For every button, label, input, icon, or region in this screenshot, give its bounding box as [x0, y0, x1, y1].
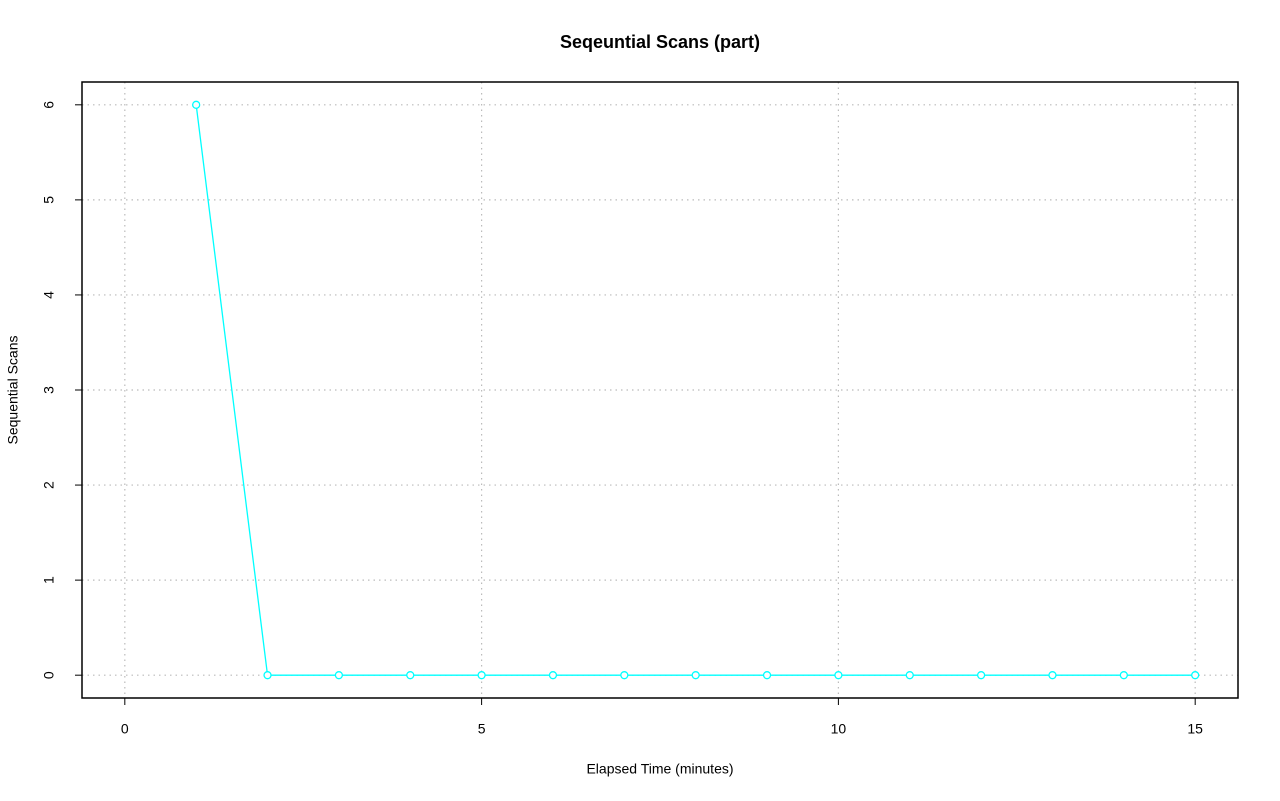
data-point: [548, 671, 558, 680]
y-tick-label: 4: [41, 291, 57, 299]
y-axis-label: Sequential Scans: [5, 336, 21, 445]
data-point: [834, 671, 843, 680]
x-tick-label: 15: [1187, 721, 1203, 737]
data-point: [905, 671, 914, 680]
data-point: [620, 671, 629, 680]
data-point: [1191, 671, 1200, 680]
y-tick-label: 5: [41, 196, 57, 204]
x-axis-label: Elapsed Time (minutes): [586, 761, 733, 777]
y-tick-label: 0: [41, 671, 57, 679]
plot-frame: [81, 81, 1239, 699]
data-point: [477, 671, 486, 680]
y-tick-label: 1: [41, 576, 57, 584]
data-point: [1048, 671, 1057, 680]
data-point: [762, 671, 772, 680]
y-tick-label: 3: [41, 386, 57, 394]
chart-title: Seqeuntial Scans (part): [560, 32, 760, 52]
x-tick-label: 0: [121, 721, 129, 737]
data-point: [192, 100, 201, 109]
data-point: [691, 671, 700, 680]
data-point: [406, 671, 415, 680]
data-point: [1119, 671, 1128, 680]
data-point: [976, 671, 986, 680]
data-point: [334, 671, 344, 680]
x-tick-label: 10: [831, 721, 847, 737]
y-tick-label: 2: [41, 481, 57, 489]
y-tick-label: 6: [41, 101, 57, 109]
x-tick-label: 5: [478, 721, 486, 737]
data-point: [263, 671, 272, 680]
